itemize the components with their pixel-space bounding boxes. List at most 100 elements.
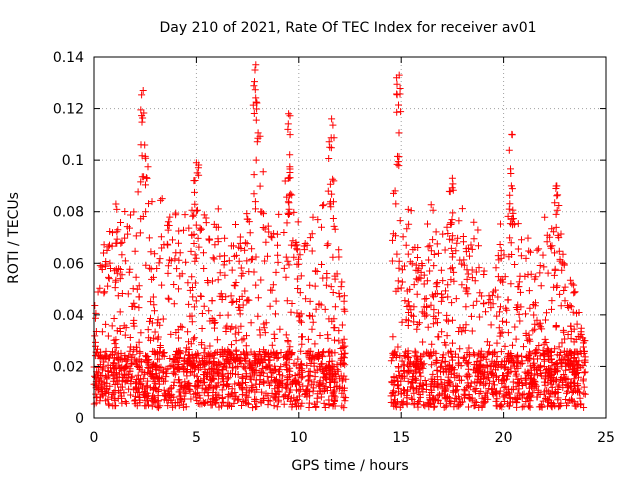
data-point [447, 244, 455, 252]
data-point [135, 364, 143, 371]
data-point [316, 363, 324, 371]
data-point [267, 232, 275, 240]
data-point [121, 234, 129, 242]
data-point [442, 403, 450, 411]
data-point [253, 105, 261, 113]
data-point [270, 393, 278, 401]
data-point [323, 242, 331, 249]
data-point [111, 348, 119, 356]
data-point [222, 364, 230, 372]
data-point [401, 387, 408, 394]
data-point [557, 349, 565, 356]
data-point [475, 242, 482, 250]
data-point [434, 383, 442, 391]
data-point [551, 249, 558, 257]
data-point [250, 82, 258, 90]
data-point [282, 383, 290, 391]
data-point [141, 152, 149, 160]
data-point [397, 284, 405, 292]
data-point [246, 229, 254, 237]
data-point [146, 317, 153, 325]
data-point [154, 333, 162, 341]
data-point [306, 297, 314, 305]
data-point [439, 353, 447, 361]
data-point [423, 277, 431, 285]
data-point [426, 242, 434, 250]
data-point [286, 163, 294, 171]
data-point [527, 393, 535, 401]
data-point [252, 116, 260, 124]
data-point [305, 312, 313, 319]
data-point [452, 295, 460, 303]
data-point [182, 403, 190, 411]
data-point [446, 378, 454, 386]
data-point [553, 192, 561, 200]
data-point [488, 370, 495, 378]
data-point [456, 401, 464, 409]
data-point [154, 355, 161, 363]
data-point [557, 230, 565, 238]
data-point [124, 230, 132, 238]
data-point [228, 266, 236, 274]
data-point [140, 393, 148, 401]
data-point [122, 324, 130, 332]
data-point [96, 397, 104, 405]
data-point [242, 392, 250, 400]
y-tick-label: 0 [75, 411, 84, 427]
data-point [98, 366, 106, 374]
data-point [338, 321, 346, 329]
data-point [554, 191, 562, 199]
data-point [200, 349, 208, 357]
data-point [154, 316, 162, 324]
data-point [288, 300, 296, 307]
data-point [295, 260, 303, 268]
data-point [241, 354, 249, 362]
data-point [112, 200, 120, 208]
data-point [213, 366, 221, 373]
data-point [158, 244, 166, 252]
data-point [544, 269, 552, 277]
data-point [409, 378, 417, 386]
data-point [238, 292, 246, 300]
data-point [184, 328, 192, 336]
data-point [541, 335, 549, 343]
data-point [231, 380, 239, 388]
data-point [303, 393, 311, 401]
data-point [319, 373, 327, 381]
data-point [266, 302, 274, 310]
data-point [188, 351, 196, 359]
data-point [410, 281, 418, 289]
data-point [92, 390, 100, 398]
data-point [138, 152, 146, 160]
data-point [466, 252, 473, 260]
data-point [465, 365, 473, 373]
data-point [438, 380, 446, 388]
data-point [567, 383, 575, 390]
data-point [311, 340, 319, 348]
data-point [482, 355, 490, 363]
data-point [214, 379, 222, 387]
data-point [411, 347, 419, 355]
data-point [396, 90, 404, 98]
data-point [221, 252, 228, 260]
data-point [517, 288, 524, 296]
data-point [561, 283, 569, 291]
data-point [437, 368, 444, 376]
data-point [230, 399, 238, 407]
data-point [248, 245, 256, 253]
data-point [149, 375, 157, 383]
data-point [264, 252, 271, 260]
data-point [222, 293, 230, 301]
data-point [164, 294, 172, 302]
data-point [321, 404, 329, 411]
data-point [504, 296, 512, 304]
data-point [465, 393, 473, 401]
data-point [557, 302, 565, 310]
data-point [437, 297, 445, 305]
data-point [416, 319, 423, 327]
data-point [432, 228, 440, 236]
data-point [296, 392, 304, 400]
data-point [531, 275, 539, 283]
data-point [124, 290, 132, 298]
